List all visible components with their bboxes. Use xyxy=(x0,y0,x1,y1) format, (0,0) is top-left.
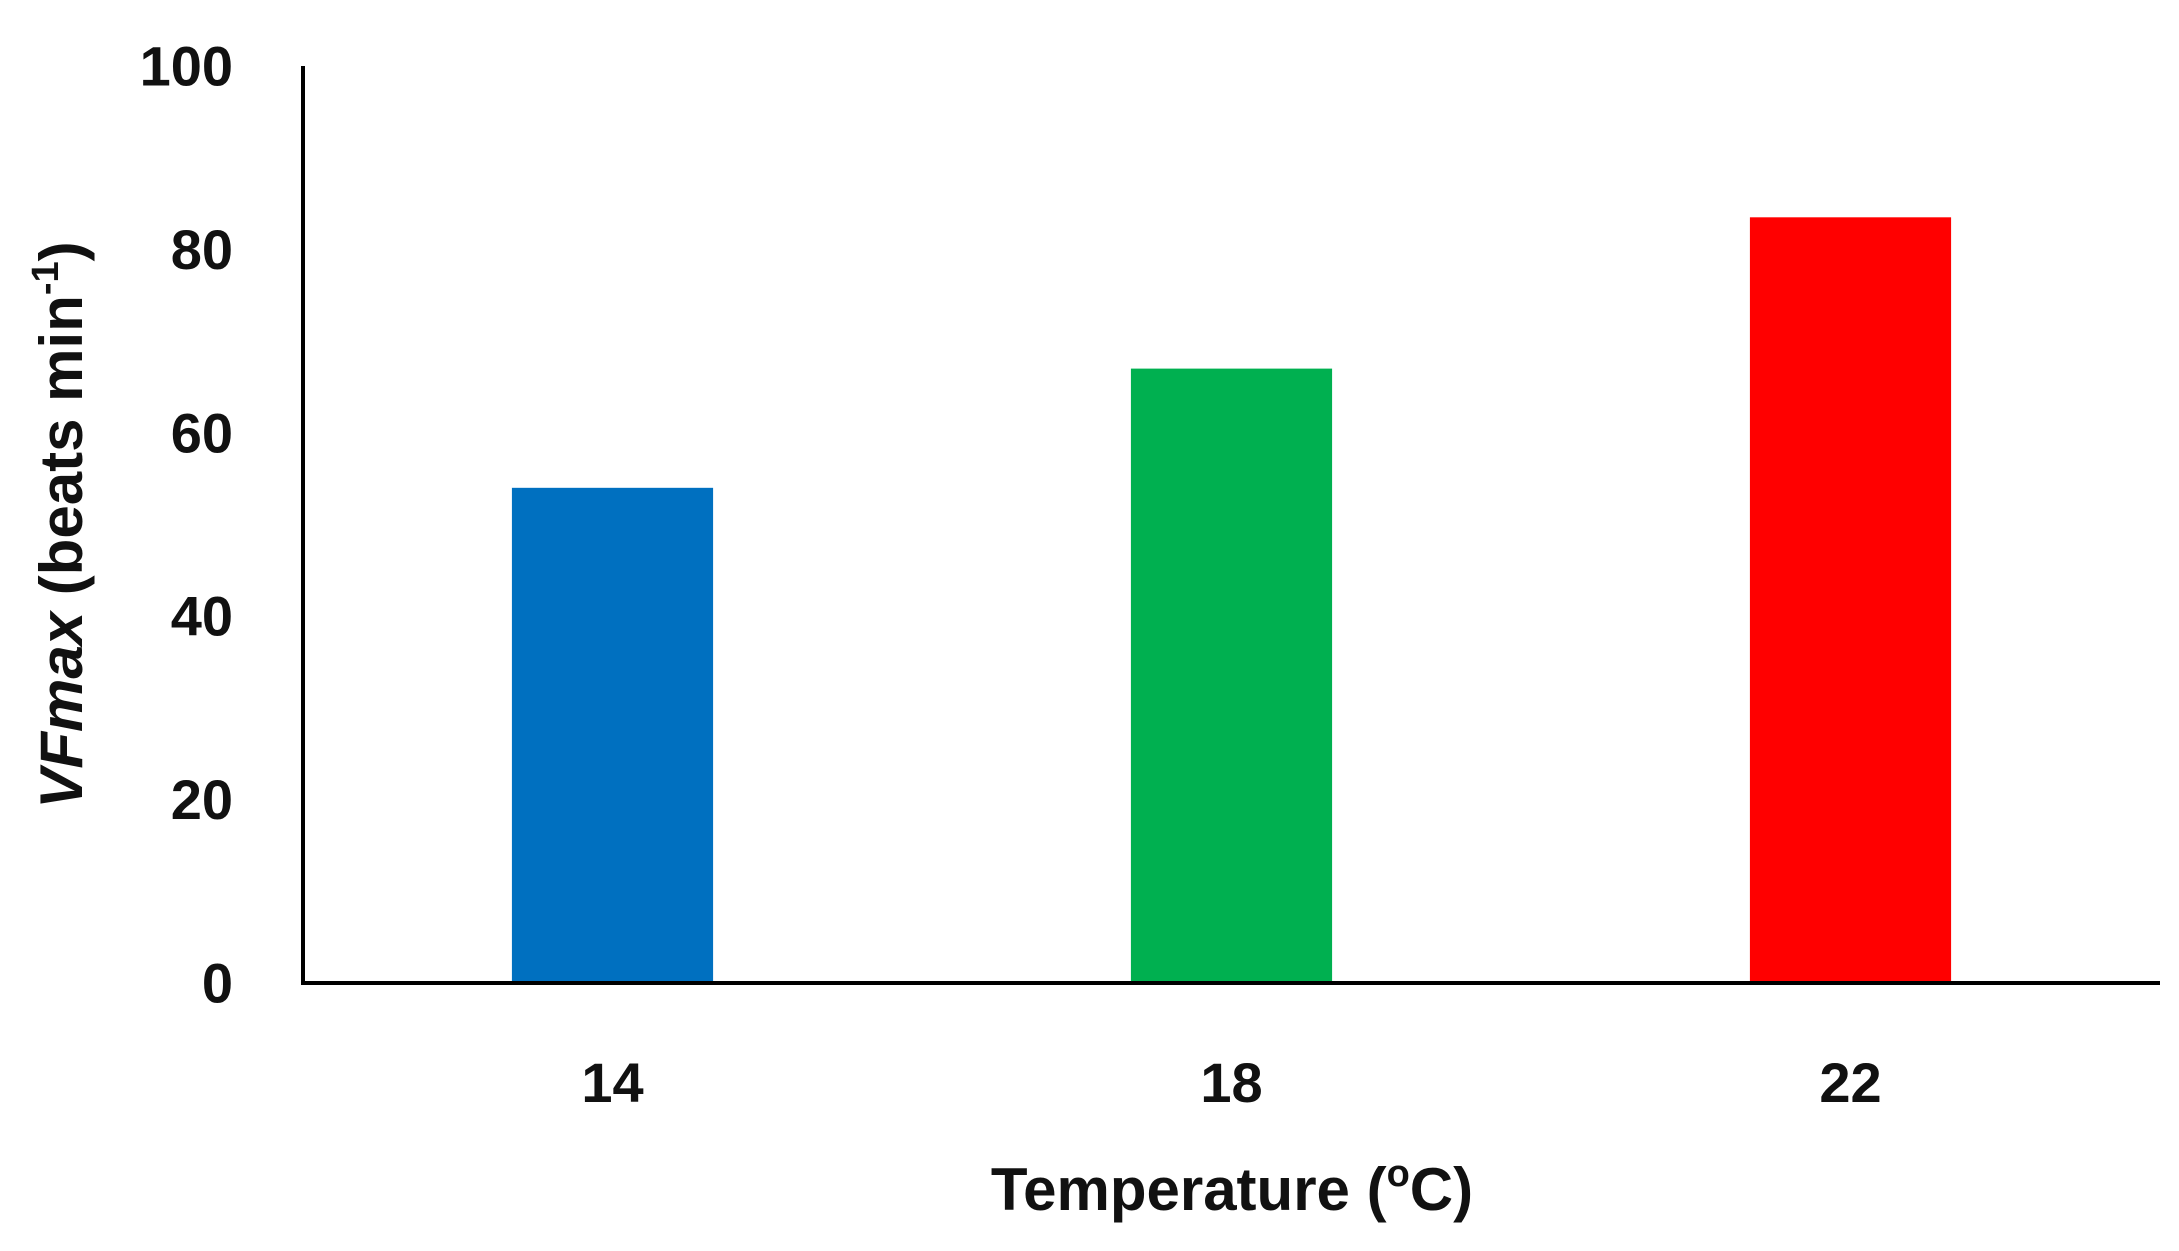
y-tick-label: 20 xyxy=(171,768,233,831)
x-axis-title-superscript: o xyxy=(1387,1153,1410,1195)
y-tick-label: 80 xyxy=(171,218,233,281)
x-tick-label: 14 xyxy=(581,1051,643,1114)
bar-14 xyxy=(511,487,714,983)
x-tick-label: 22 xyxy=(1819,1051,1881,1114)
y-tick-label: 0 xyxy=(202,952,233,1015)
x-tick-label: 18 xyxy=(1200,1051,1262,1114)
y-tick-label: 100 xyxy=(140,35,233,98)
y-axis-title: VFmax (beats min-1) xyxy=(25,241,95,808)
bar-18 xyxy=(1130,368,1333,983)
x-axis-title: Temperature (oC) xyxy=(991,1153,1473,1223)
y-tick-label: 40 xyxy=(171,585,233,648)
y-tick-label: 60 xyxy=(171,401,233,464)
bar-22 xyxy=(1749,217,1952,983)
x-tick-labels: 14 18 22 xyxy=(581,1051,1881,1114)
y-axis-title-superscript: -1 xyxy=(25,261,67,295)
bars xyxy=(511,217,1952,983)
y-tick-labels: 0 20 40 60 80 100 xyxy=(140,35,233,1015)
